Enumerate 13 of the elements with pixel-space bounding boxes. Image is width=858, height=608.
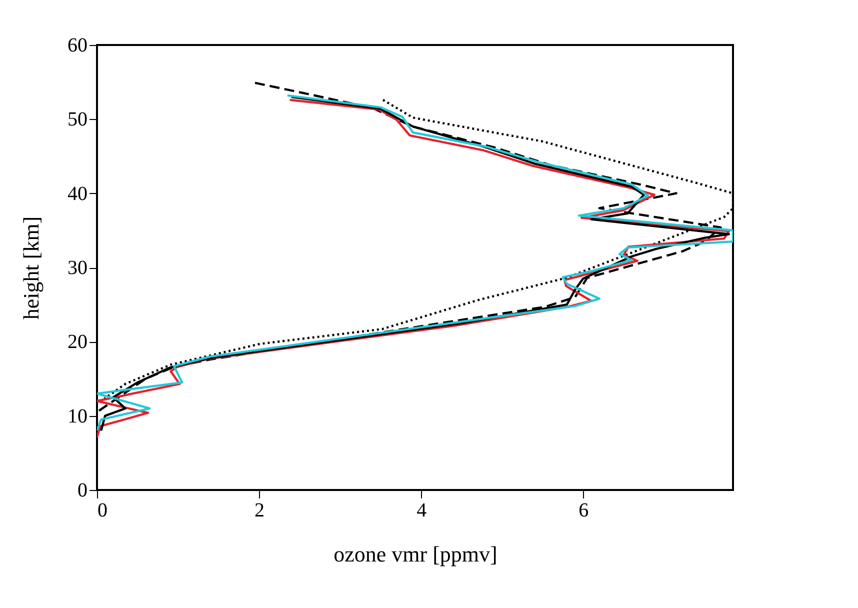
y-tick-label: 60	[68, 34, 88, 56]
x-tick-label: 4	[416, 500, 427, 522]
x-tick-label: 0	[98, 500, 108, 522]
x-tick-label: 6	[578, 500, 589, 522]
y-tick-label: 20	[68, 331, 88, 354]
x-axis-title: ozone vmr [ppmv]	[334, 542, 498, 566]
y-axis-title: height [km]	[18, 216, 44, 320]
x-tick-label: 2	[254, 500, 265, 522]
y-tick-label: 0	[78, 480, 88, 502]
y-tick-label: 50	[68, 108, 88, 131]
y-tick-label: 30	[68, 257, 88, 279]
y-tick-label: 40	[68, 182, 88, 205]
y-tick-label: 10	[68, 405, 88, 428]
